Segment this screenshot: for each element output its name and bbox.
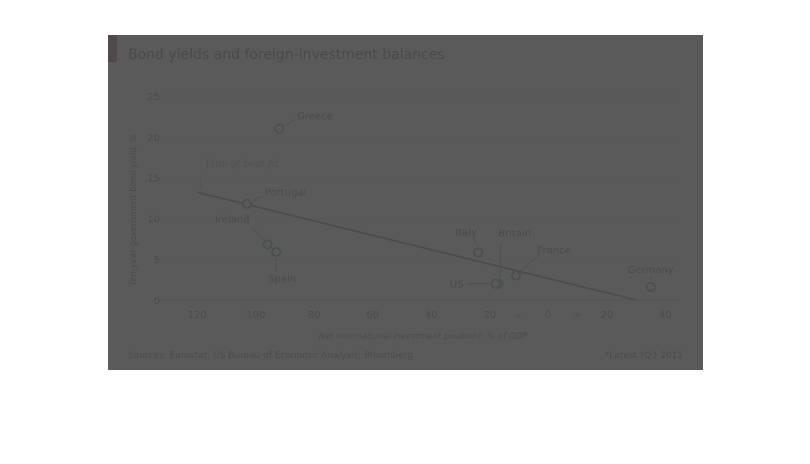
label-ireland: Ireland — [215, 215, 250, 226]
x-tick-label: 40 — [659, 310, 672, 321]
label-spain: Spain — [268, 274, 296, 285]
x-sign-label: – — [517, 310, 522, 321]
x-axis-label: Net international investment position†, … — [318, 332, 528, 342]
y-axis-label: Ten-year government bond yield, % — [129, 133, 139, 287]
x-tick-label: 100 — [246, 310, 265, 321]
x-tick-label: 0 — [545, 310, 551, 321]
label-britain: Britain — [498, 229, 531, 240]
y-tick-label: 25 — [147, 92, 160, 103]
label-greece: Greece — [297, 112, 333, 123]
point-us — [490, 278, 501, 289]
leader-italy — [473, 238, 479, 247]
sources-note: Sources: Eurostat; US Bureau of Economic… — [128, 351, 414, 361]
label-france: France — [538, 246, 571, 257]
point-ireland — [262, 239, 273, 250]
point-germany — [645, 281, 656, 293]
y-tick-label: 15 — [147, 174, 160, 185]
label-germany: Germany — [628, 265, 674, 276]
y-tick-label: 0 — [154, 296, 160, 307]
x-sign-label: + — [573, 310, 581, 321]
chart-panel: Bond yields and foreign-investment balan… — [108, 35, 703, 370]
y-tick-label: 20 — [147, 133, 160, 144]
point-portugal — [241, 198, 253, 209]
axis-ticks: 0 5 10 15 20 25 120 100 80 60 40 20 0 20 40 – + — [147, 92, 671, 321]
y-tick-label: 10 — [147, 214, 160, 225]
leader-portugal — [252, 195, 264, 202]
label-us: US — [450, 280, 464, 291]
label-italy: Italy — [455, 228, 477, 239]
label-portugal: Portugal — [265, 188, 306, 199]
x-tick-label: 20 — [483, 310, 496, 321]
gridlines — [158, 95, 680, 301]
data-points — [241, 123, 656, 293]
point-france — [511, 270, 522, 281]
point-italy — [473, 247, 484, 258]
leader-greece — [284, 119, 296, 126]
x-tick-label: 80 — [308, 310, 321, 321]
point-spain — [271, 246, 282, 257]
x-tick-label: 20 — [600, 310, 613, 321]
x-tick-label: 120 — [188, 310, 207, 321]
scatter-plot: Line of best fit Greece Portugal Ireland Spa… — [147, 92, 680, 321]
point-labels: Line of best fit Greece Portugal Ireland Spa… — [204, 112, 674, 291]
point-greece — [274, 123, 285, 134]
x-tick-label: 40 — [425, 310, 438, 321]
leader-ireland — [251, 226, 264, 240]
y-tick-label: 5 — [154, 255, 160, 266]
footnote: *Latest †Q3 2011 — [604, 351, 683, 361]
fit-line-label: Line of best fit — [204, 159, 280, 170]
x-tick-label: 60 — [366, 310, 379, 321]
